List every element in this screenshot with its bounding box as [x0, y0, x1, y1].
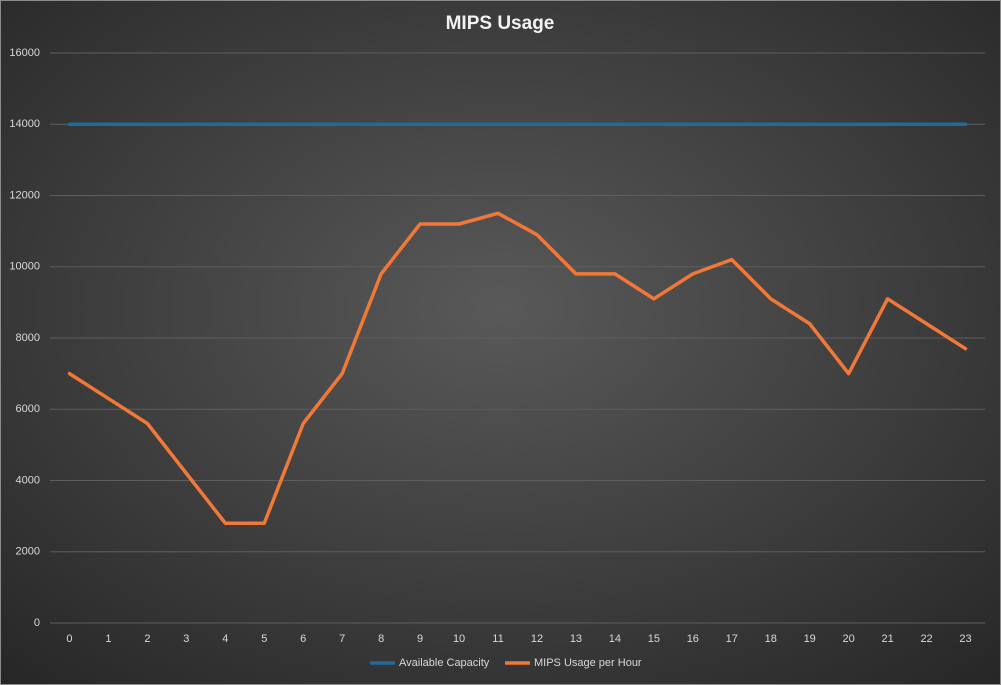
y-tick-label: 8000 [16, 332, 40, 344]
x-tick-label: 16 [687, 633, 699, 645]
x-tick-label: 1 [105, 633, 111, 645]
x-tick-label: 7 [339, 633, 345, 645]
x-tick-label: 22 [920, 633, 932, 645]
x-tick-label: 0 [66, 633, 72, 645]
x-tick-label: 12 [531, 633, 543, 645]
y-tick-label: 16000 [9, 47, 40, 59]
y-tick-label: 12000 [9, 189, 40, 201]
line-series [67, 211, 968, 525]
y-tick-label: 4000 [16, 474, 40, 486]
y-tick-label: 6000 [16, 403, 40, 415]
x-tick-label: 11 [492, 633, 503, 645]
x-tick-label: 10 [453, 633, 465, 645]
x-tick-label: 3 [183, 633, 189, 645]
y-tick-label: 2000 [16, 546, 40, 558]
x-tick-label: 19 [804, 633, 816, 645]
x-tick-label: 21 [881, 633, 893, 645]
legend-label: MIPS Usage per Hour [534, 657, 642, 669]
x-tick-label: 15 [648, 633, 660, 645]
y-tick-label: 0 [34, 617, 40, 629]
x-tick-label: 18 [765, 633, 777, 645]
x-tick-label: 6 [300, 633, 306, 645]
x-tick-label: 14 [609, 633, 621, 645]
y-tick-label: 14000 [9, 118, 40, 130]
chart-title: MIPS Usage [446, 13, 555, 34]
x-tick-label: 17 [726, 633, 738, 645]
x-tick-label: 2 [144, 633, 150, 645]
x-tick-label: 4 [222, 633, 228, 645]
legend-label: Available Capacity [399, 657, 490, 669]
x-tick-label: 9 [417, 633, 423, 645]
x-tick-label: 5 [261, 633, 267, 645]
x-tick-label: 8 [378, 633, 384, 645]
x-tick-label: 13 [570, 633, 582, 645]
y-tick-label: 10000 [9, 261, 40, 273]
x-tick-label: 23 [959, 633, 971, 645]
x-tick-label: 20 [843, 633, 855, 645]
